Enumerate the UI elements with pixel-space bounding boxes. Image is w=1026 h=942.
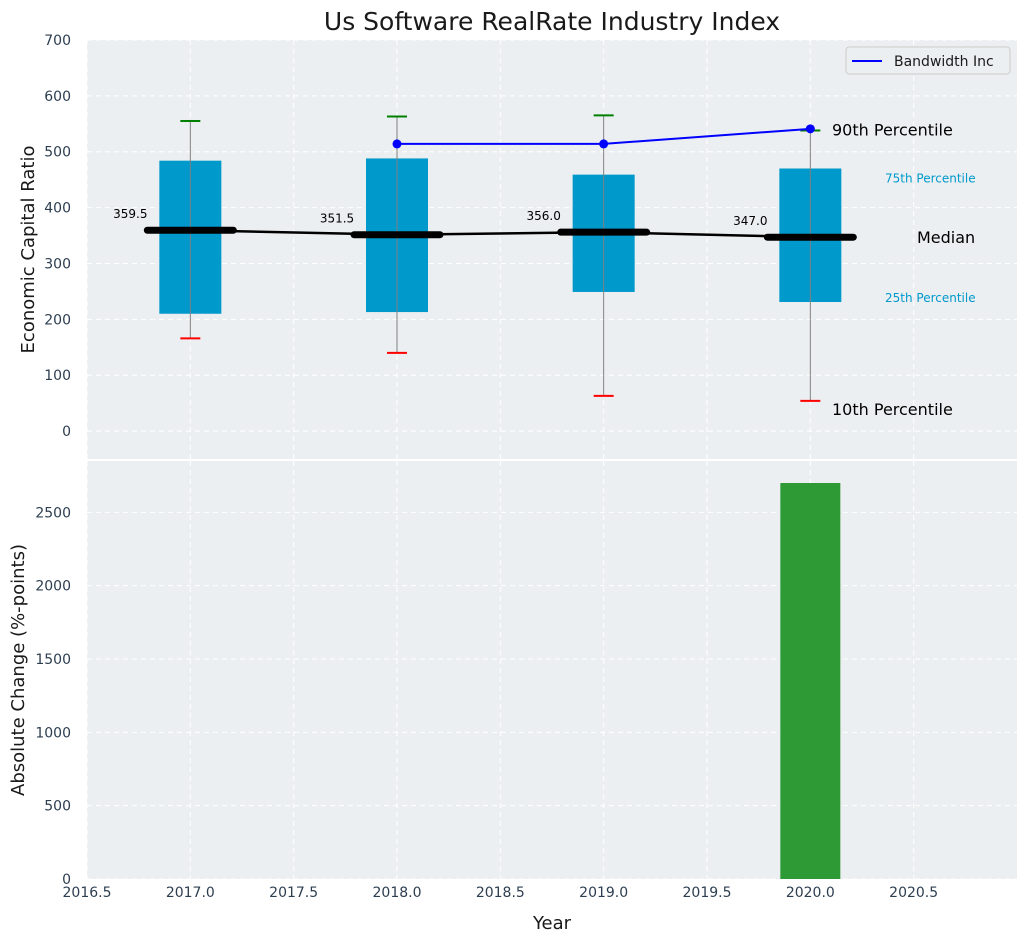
y-tick-label-top: 600 <box>44 89 71 105</box>
series-point <box>599 139 609 149</box>
y-tick-label-bottom: 1500 <box>35 652 71 668</box>
x-tick-label: 2020.5 <box>889 885 938 901</box>
x-axis-label: Year <box>532 913 572 934</box>
x-tick-label: 2018.5 <box>476 885 525 901</box>
y-tick-label-bottom: 2500 <box>35 505 71 521</box>
box-plot-boxes: 359.5 351.5 356.0 347.0 <box>113 114 857 402</box>
series-point <box>805 124 815 134</box>
bar-chart-background <box>87 461 1017 879</box>
box-plot-background <box>87 40 1017 459</box>
median-value-label: 359.5 <box>113 207 147 221</box>
x-tick-label: 2018.0 <box>373 885 422 901</box>
x-tick-label: 2019.5 <box>683 885 732 901</box>
y-tick-label-bottom: 1000 <box>35 725 71 741</box>
median-value-label: 356.0 <box>526 209 560 223</box>
y-axis-label-bottom: Absolute Change (%-points) <box>8 544 29 796</box>
annotation-10th-percentile: 10th Percentile <box>832 400 953 419</box>
legend-box <box>845 46 1011 75</box>
annotation-75th-percentile: 75th Percentile <box>885 172 976 186</box>
y-tick-label-top: 0 <box>62 424 71 440</box>
box-plot-panel: 0 100 200 300 400 500 600 700 359.5 351.5 356.0 34… <box>18 7 1017 459</box>
y-tick-label-top: 700 <box>44 33 71 49</box>
annotation-median: Median <box>917 228 975 247</box>
box-plot-y-ticks: 0 100 200 300 400 500 600 700 <box>44 33 71 440</box>
percentile-annotations: 90th Percentile 75th Percentile Median 2… <box>832 121 976 419</box>
chart-title: Us Software RealRate Industry Index <box>324 7 780 36</box>
bar-chart-bars <box>780 483 841 879</box>
annotation-90th-percentile: 90th Percentile <box>832 121 953 140</box>
y-tick-label-top: 200 <box>44 312 71 328</box>
y-tick-label-top: 500 <box>44 145 71 161</box>
bar-2020 <box>780 483 841 879</box>
median-value-label: 347.0 <box>733 214 767 228</box>
y-tick-label-top: 300 <box>44 256 71 272</box>
annotation-25th-percentile: 25th Percentile <box>885 291 976 305</box>
x-tick-label: 2016.5 <box>63 885 112 901</box>
legend-entry-bandwidth: Bandwidth Inc <box>894 54 994 70</box>
series-line-bandwidth <box>392 124 815 149</box>
series-point <box>392 139 402 149</box>
median-value-label: 351.5 <box>320 212 354 226</box>
y-tick-label-bottom: 2000 <box>35 579 71 595</box>
y-tick-label-bottom: 0 <box>62 872 71 888</box>
x-tick-label: 2017.5 <box>269 885 318 901</box>
x-tick-label: 2020.0 <box>786 885 835 901</box>
x-tick-label: 2019.0 <box>579 885 628 901</box>
bar-chart-y-ticks: 0 500 1000 1500 2000 2500 <box>35 505 71 888</box>
median-trend-line <box>190 228 811 239</box>
y-tick-label-bottom: 500 <box>44 799 71 815</box>
x-tick-label: 2017.0 <box>166 885 215 901</box>
y-tick-label-top: 100 <box>44 368 71 384</box>
x-axis-ticks: 2016.5 2017.0 2017.5 2018.0 2018.5 2019.0 2019… <box>63 885 939 901</box>
legend: Bandwidth Inc <box>845 46 1011 75</box>
bar-chart-grid <box>86 461 1017 880</box>
y-tick-label-top: 400 <box>44 201 71 217</box>
y-axis-label-top: Economic Capital Ratio <box>18 146 39 354</box>
